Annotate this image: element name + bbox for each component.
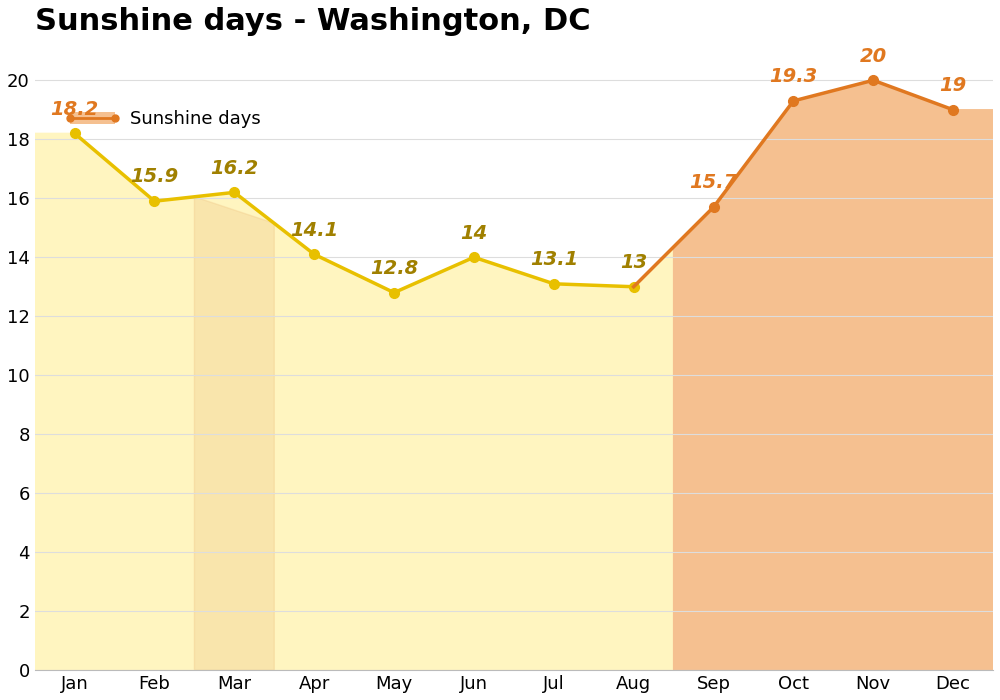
Text: 16.2: 16.2	[210, 159, 258, 178]
Legend: Sunshine days: Sunshine days	[63, 103, 268, 136]
Text: 13.1: 13.1	[530, 250, 578, 269]
Text: 19: 19	[939, 76, 967, 95]
Text: 18.2: 18.2	[50, 99, 99, 118]
Text: 15.7: 15.7	[689, 174, 738, 192]
Text: 15.9: 15.9	[130, 167, 179, 186]
Text: 20: 20	[860, 46, 887, 66]
Text: 19.3: 19.3	[769, 67, 818, 86]
Polygon shape	[35, 134, 674, 670]
Text: Sunshine days - Washington, DC: Sunshine days - Washington, DC	[35, 7, 590, 36]
Polygon shape	[634, 80, 993, 670]
Text: 12.8: 12.8	[370, 259, 418, 278]
Text: 13: 13	[620, 253, 647, 272]
Text: 14.1: 14.1	[290, 220, 338, 239]
Polygon shape	[194, 197, 274, 670]
Text: 14: 14	[460, 223, 488, 242]
